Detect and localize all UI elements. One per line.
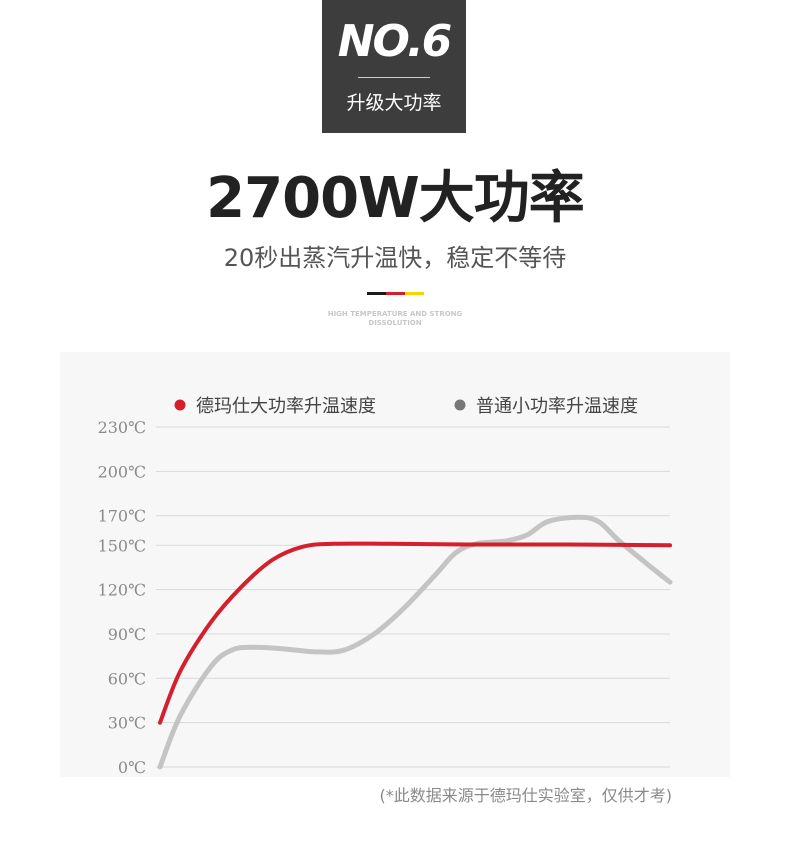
y-tick-label: 30℃ — [108, 714, 146, 733]
y-tick-label: 60℃ — [108, 669, 146, 688]
divider-red-segment — [386, 292, 405, 295]
badge-number: NO.6 — [337, 16, 453, 67]
legend-label: 普通小功率升温速度 — [476, 396, 638, 417]
series-line-low-power — [157, 514, 673, 770]
chart-panel: 0℃ 30℃ 60℃ 90℃ 120℃ 150℃ 170℃ 200℃ 230℃ 德玛仕大功率升温速… — [60, 352, 730, 777]
divider-black-segment — [367, 292, 386, 295]
badge-subtitle: 升级大功率 — [346, 92, 442, 114]
legend-label: 德玛仕大功率升温速度 — [196, 396, 376, 417]
y-tick-label: 150℃ — [98, 536, 146, 555]
y-tick-label: 90℃ — [108, 625, 146, 644]
legend-marker — [174, 399, 186, 411]
temperature-chart: 0℃ 30℃ 60℃ 90℃ 120℃ 150℃ 170℃ 200℃ 230℃ 德玛仕大功率升温速… — [98, 396, 673, 777]
tagline: HIGH TEMPERATURE AND STRONG DISSOLUTION — [0, 310, 790, 328]
y-tick-label: 170℃ — [98, 507, 146, 526]
tagline-line-2: DISSOLUTION — [368, 319, 422, 327]
badge-divider — [358, 77, 430, 78]
subheadline: 20秒出蒸汽升温快，稳定不等待 — [223, 244, 567, 272]
divider-yellow-segment — [405, 292, 424, 295]
headline: 2700W大功率 — [206, 166, 585, 231]
tagline-line-1: HIGH TEMPERATURE AND STRONG — [327, 310, 463, 318]
y-tick-label: 0℃ — [118, 758, 146, 777]
tricolor-divider — [367, 292, 424, 295]
rank-badge: NO.6 升级大功率 — [322, 0, 466, 133]
series-line-high-power — [158, 541, 672, 725]
legend-marker — [454, 399, 466, 411]
y-tick-label: 200℃ — [98, 462, 146, 481]
y-tick-label: 230℃ — [98, 418, 146, 437]
data-source-note: (*此数据来源于德玛仕实验室，仅供才考) — [379, 786, 673, 805]
y-tick-label: 120℃ — [98, 581, 146, 600]
